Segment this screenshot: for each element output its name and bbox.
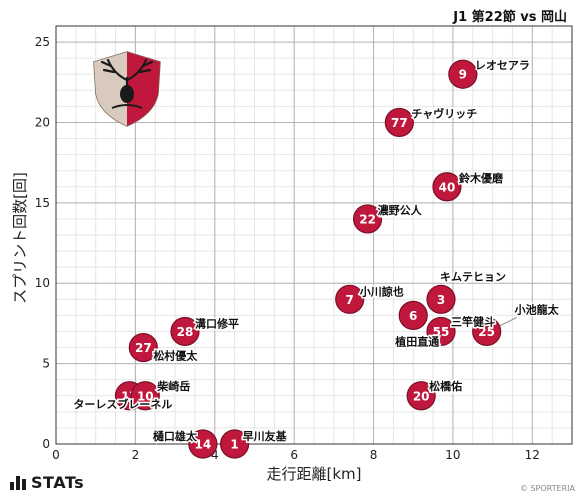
point-number-label: 3 xyxy=(437,293,445,307)
point-number-label: 6 xyxy=(409,309,417,323)
player-name-label: 三竿健斗 xyxy=(451,314,495,328)
point-number-label: 27 xyxy=(135,341,152,355)
data-point: 55 xyxy=(426,316,456,347)
data-point: 3 xyxy=(426,284,456,314)
copyright-credit: © SPORTERIA xyxy=(519,484,575,493)
y-tick-label: 0 xyxy=(42,437,50,451)
point-marker xyxy=(406,381,436,411)
data-point: 27 xyxy=(128,332,158,363)
player-name-label: 溝口修平 xyxy=(195,316,239,330)
point-number-label: 9 xyxy=(459,68,467,82)
player-name-label: ターレスブレーネル xyxy=(73,397,172,411)
data-point: 25 xyxy=(472,316,502,347)
y-tick-label: 15 xyxy=(35,196,50,210)
player-name-label: 松村優太 xyxy=(153,349,198,363)
y-axis-label: スプリント回数[回] xyxy=(11,172,29,304)
data-point: 9 xyxy=(448,59,478,89)
point-number-label: 7 xyxy=(346,293,354,307)
club-emblem-icon xyxy=(93,51,161,127)
player-name-label: レオセアラ xyxy=(475,59,530,72)
data-point: 6 xyxy=(398,300,428,330)
player-name-label: 早川友基 xyxy=(243,429,288,443)
data-point: 14 xyxy=(188,429,218,459)
point-marker xyxy=(384,107,414,138)
x-tick-label: 2 xyxy=(132,448,140,462)
point-marker xyxy=(335,284,365,314)
data-point: 28 xyxy=(170,316,200,347)
player-name-label: 濃野公人 xyxy=(378,203,423,217)
point-number-label: 40 xyxy=(439,180,456,194)
data-point: 20 xyxy=(406,381,436,411)
player-name-label: チャヴリッチ xyxy=(411,106,477,120)
data-point: 40 xyxy=(432,172,462,202)
point-number-label: 28 xyxy=(177,325,194,339)
player-name-label: 鈴木優磨 xyxy=(459,171,504,185)
x-tick-label: 8 xyxy=(370,448,378,462)
data-point: 10 xyxy=(130,381,160,411)
point-marker xyxy=(188,429,218,459)
point-marker xyxy=(130,381,160,411)
brand-name: STATs xyxy=(31,473,85,492)
point-marker xyxy=(472,316,502,347)
y-tick-label: 25 xyxy=(35,35,50,49)
point-marker xyxy=(352,204,383,234)
y-tick-label: 5 xyxy=(42,357,50,371)
player-name-label: 柴崎岳 xyxy=(156,379,190,393)
x-tick-label: 10 xyxy=(445,448,460,462)
player-name-label: 小池龍太 xyxy=(514,302,560,316)
point-marker xyxy=(128,332,158,363)
plot-frame xyxy=(55,25,573,445)
player-name-label: 松橋佑 xyxy=(429,379,462,393)
player-name-label: 小川諒也 xyxy=(359,284,404,298)
point-number-label: 77 xyxy=(391,116,408,130)
point-marker xyxy=(170,316,200,347)
point-marker xyxy=(220,429,250,459)
point-number-label: 20 xyxy=(413,389,430,403)
point-number-label: 14 xyxy=(195,438,212,452)
x-tick-label: 12 xyxy=(525,448,540,462)
data-point: 22 xyxy=(352,204,383,234)
point-marker xyxy=(426,284,456,314)
data-point: 1 xyxy=(220,429,250,459)
stats-logo: STATs xyxy=(10,473,84,492)
player-name-label: 樋口雄太 xyxy=(153,429,198,443)
point-number-label: 55 xyxy=(433,325,450,339)
player-name-label: 植田直通 xyxy=(394,334,439,348)
point-marker xyxy=(398,300,428,330)
y-tick-label: 10 xyxy=(35,276,50,290)
point-marker xyxy=(432,172,462,202)
point-marker xyxy=(448,59,478,89)
y-tick-label: 20 xyxy=(35,115,50,129)
x-tick-label: 4 xyxy=(211,448,219,462)
player-name-label: キムテヒョン xyxy=(440,270,506,283)
x-tick-label: 0 xyxy=(52,448,60,462)
data-point: 7 xyxy=(335,284,365,314)
x-axis-label: 走行距離[km] xyxy=(266,465,361,483)
point-number-label: 22 xyxy=(359,212,376,226)
match-title: J1 第22節 vs 岡山 xyxy=(453,10,567,25)
data-point: 77 xyxy=(384,107,414,138)
point-number-label: 1 xyxy=(230,438,238,452)
point-number-label: 25 xyxy=(478,325,495,339)
bar-chart-icon xyxy=(10,475,26,490)
point-marker xyxy=(426,316,456,347)
point-number-label: 10 xyxy=(137,389,154,403)
x-tick-label: 6 xyxy=(290,448,298,462)
